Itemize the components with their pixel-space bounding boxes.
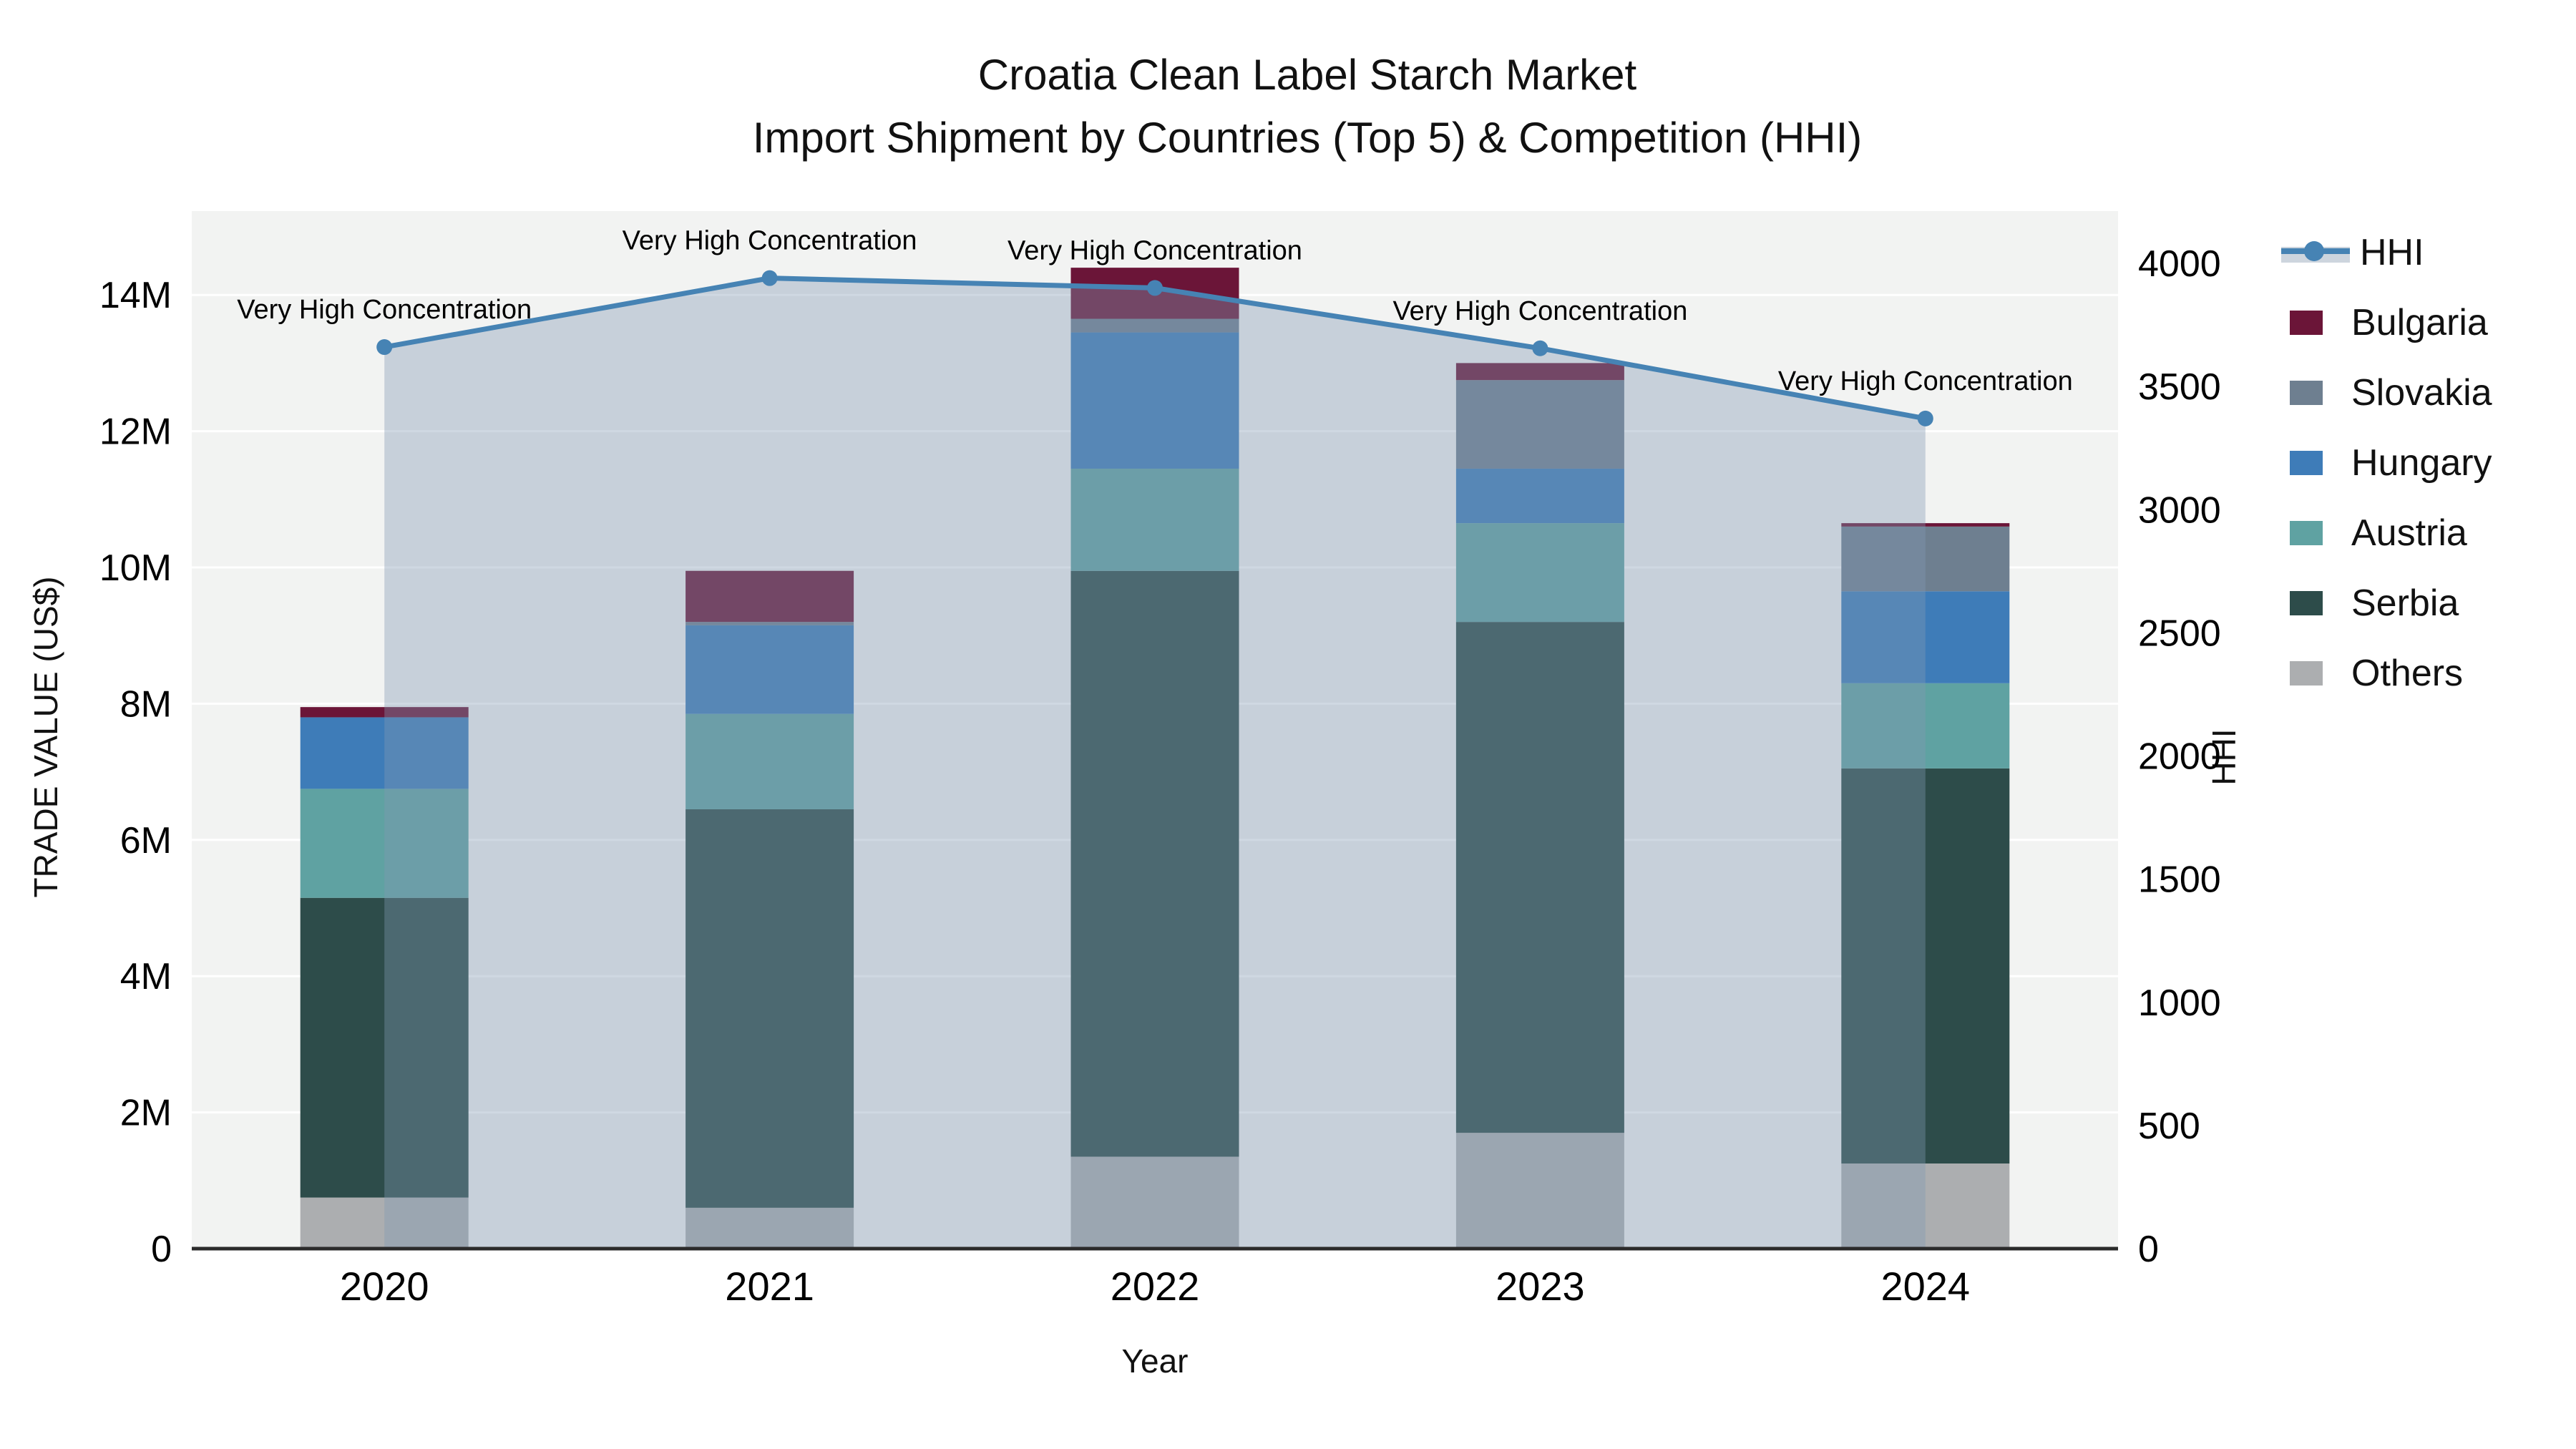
bar-2024-austria bbox=[1841, 683, 2010, 769]
bar-2023-bulgaria bbox=[1455, 363, 1624, 381]
y-left-tick-0: 0 bbox=[151, 1229, 172, 1270]
legend-item-austria[interactable]: Austria bbox=[2290, 511, 2569, 555]
bar-2022-serbia bbox=[1070, 570, 1239, 1157]
y-right-tick-1000: 1000 bbox=[2138, 982, 2221, 1024]
bar-2024-others bbox=[1841, 1163, 2010, 1249]
y-right-tick-3500: 3500 bbox=[2138, 366, 2221, 408]
y-left-tick-2M: 2M bbox=[120, 1093, 172, 1134]
bar-2023-slovakia bbox=[1455, 380, 1624, 469]
chart-subtitle: Import Shipment by Countries (Top 5) & C… bbox=[752, 114, 1863, 162]
legend-item-others[interactable]: Others bbox=[2290, 651, 2569, 696]
y-left-tick-6M: 6M bbox=[120, 820, 172, 862]
bar-2020-hungary bbox=[300, 717, 469, 789]
y-right-tick-3000: 3000 bbox=[2138, 489, 2221, 531]
bar-2020-bulgaria bbox=[300, 707, 469, 718]
x-tick-2021: 2021 bbox=[725, 1264, 814, 1309]
y-right-tick-1500: 1500 bbox=[2138, 859, 2221, 901]
y-left-tick-12M: 12M bbox=[99, 411, 172, 453]
legend-item-serbia[interactable]: Serbia bbox=[2290, 581, 2569, 625]
austria-swatch-icon bbox=[2290, 521, 2323, 545]
y-right-tick-2500: 2500 bbox=[2138, 613, 2221, 654]
bar-2024-bulgaria bbox=[1841, 523, 2010, 527]
bar-2020-serbia bbox=[300, 897, 469, 1198]
hhi-point-2021 bbox=[761, 270, 778, 286]
legend-item-hhi[interactable]: HHI bbox=[2281, 230, 2569, 275]
bulgaria-swatch-icon bbox=[2290, 311, 2323, 335]
bar-2024-hungary bbox=[1841, 591, 2010, 683]
hhi-point-2022 bbox=[1147, 280, 1163, 296]
legend-label-serbia: Serbia bbox=[2351, 582, 2459, 624]
hhi-point-2020 bbox=[376, 339, 393, 356]
y-right-tick-2000: 2000 bbox=[2138, 736, 2221, 778]
legend-label-slovakia: Slovakia bbox=[2351, 372, 2492, 414]
slovakia-swatch-icon bbox=[2290, 381, 2323, 405]
y-left-tick-10M: 10M bbox=[99, 547, 172, 589]
annotation-2020: Very High Concentration bbox=[237, 295, 532, 325]
bar-2022-hungary bbox=[1070, 332, 1239, 469]
legend: HHI Bulgaria Slovakia Hungary Austria Serbia O… bbox=[2281, 230, 2569, 721]
bar-2021-serbia bbox=[686, 809, 854, 1208]
bar-2022-slovakia bbox=[1070, 318, 1239, 333]
legend-label-austria: Austria bbox=[2351, 512, 2467, 554]
hhi-point-2024 bbox=[1917, 410, 1933, 426]
bar-2022-others bbox=[1070, 1156, 1239, 1249]
y-left-tick-8M: 8M bbox=[120, 683, 172, 725]
hhi-area-fill bbox=[384, 278, 1926, 1249]
annotation-2024: Very High Concentration bbox=[1778, 366, 2073, 396]
legend-item-slovakia[interactable]: Slovakia bbox=[2290, 371, 2569, 415]
hhi-point-2023 bbox=[1532, 340, 1548, 356]
legend-dot bbox=[2304, 241, 2324, 261]
bar-2024-serbia bbox=[1841, 768, 2010, 1163]
x-axis-title: Year bbox=[1121, 1342, 1189, 1380]
bar-2023-austria bbox=[1455, 523, 1624, 623]
legend-label-hhi: HHI bbox=[2360, 232, 2424, 273]
bar-2024-slovakia bbox=[1841, 526, 2010, 592]
annotation-2023: Very High Concentration bbox=[1392, 296, 1687, 326]
legend-item-hungary[interactable]: Hungary bbox=[2290, 441, 2569, 485]
bar-2021-bulgaria bbox=[686, 570, 854, 623]
legend-label-bulgaria: Bulgaria bbox=[2351, 302, 2488, 343]
bar-2023-others bbox=[1455, 1133, 1624, 1249]
y-left-tick-4M: 4M bbox=[120, 956, 172, 997]
hhi-line-icon bbox=[2281, 237, 2350, 268]
x-tick-2020: 2020 bbox=[340, 1264, 429, 1309]
annotation-2021: Very High Concentration bbox=[623, 226, 917, 256]
chart-title: Croatia Clean Label Starch Market bbox=[977, 51, 1637, 99]
bar-2021-slovakia bbox=[686, 622, 854, 625]
x-tick-2024: 2024 bbox=[1881, 1264, 1971, 1309]
y-right-tick-4000: 4000 bbox=[2138, 243, 2221, 285]
others-swatch-icon bbox=[2290, 661, 2323, 686]
legend-item-bulgaria[interactable]: Bulgaria bbox=[2290, 301, 2569, 345]
serbia-swatch-icon bbox=[2290, 591, 2323, 615]
hungary-swatch-icon bbox=[2290, 451, 2323, 475]
legend-label-hungary: Hungary bbox=[2351, 442, 2492, 484]
y-right-tick-500: 500 bbox=[2138, 1106, 2200, 1147]
bar-2023-hungary bbox=[1455, 468, 1624, 524]
bar-2021-others bbox=[686, 1207, 854, 1249]
bar-2022-austria bbox=[1070, 468, 1239, 571]
bar-2021-hungary bbox=[686, 625, 854, 714]
y-left-tick-14M: 14M bbox=[99, 275, 172, 316]
bar-2023-serbia bbox=[1455, 622, 1624, 1133]
x-tick-2023: 2023 bbox=[1496, 1264, 1585, 1309]
y-right-tick-0: 0 bbox=[2138, 1229, 2159, 1270]
x-tick-2022: 2022 bbox=[1111, 1264, 1200, 1309]
bar-2020-others bbox=[300, 1197, 469, 1249]
bar-2021-austria bbox=[686, 713, 854, 809]
annotation-2022: Very High Concentration bbox=[1008, 235, 1302, 265]
bar-2020-austria bbox=[300, 789, 469, 898]
legend-label-others: Others bbox=[2351, 653, 2464, 694]
